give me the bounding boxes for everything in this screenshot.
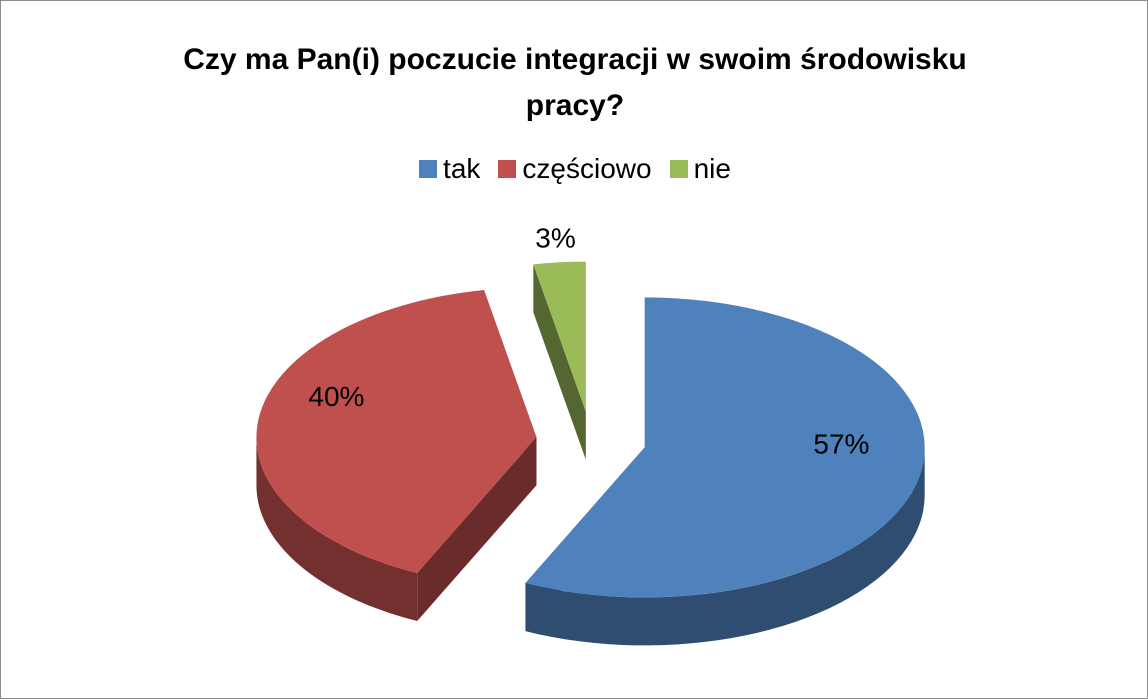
legend: tak częściowo nie [1,153,1148,185]
data-label: 40% [308,381,364,412]
slice [525,297,925,598]
slice [256,289,537,574]
legend-label: tak [443,153,481,184]
legend-label: nie [693,153,731,184]
legend-swatch [419,160,438,178]
legend-item: częściowo [498,153,652,185]
chart-title: Czy ma Pan(i) poczucie integracji w swoi… [183,43,967,122]
slice-side [525,447,925,646]
legend-swatch [498,160,517,178]
legend-swatch [669,160,688,178]
slice-wall [417,437,537,622]
data-label: 57% [813,428,869,459]
legend-item: nie [669,153,731,185]
slice-side [256,437,418,622]
legend-label: częściowo [522,153,652,184]
legend-item: tak [419,153,480,185]
data-label: 3% [535,222,575,253]
slice [533,261,586,412]
slice-wall [533,264,586,460]
